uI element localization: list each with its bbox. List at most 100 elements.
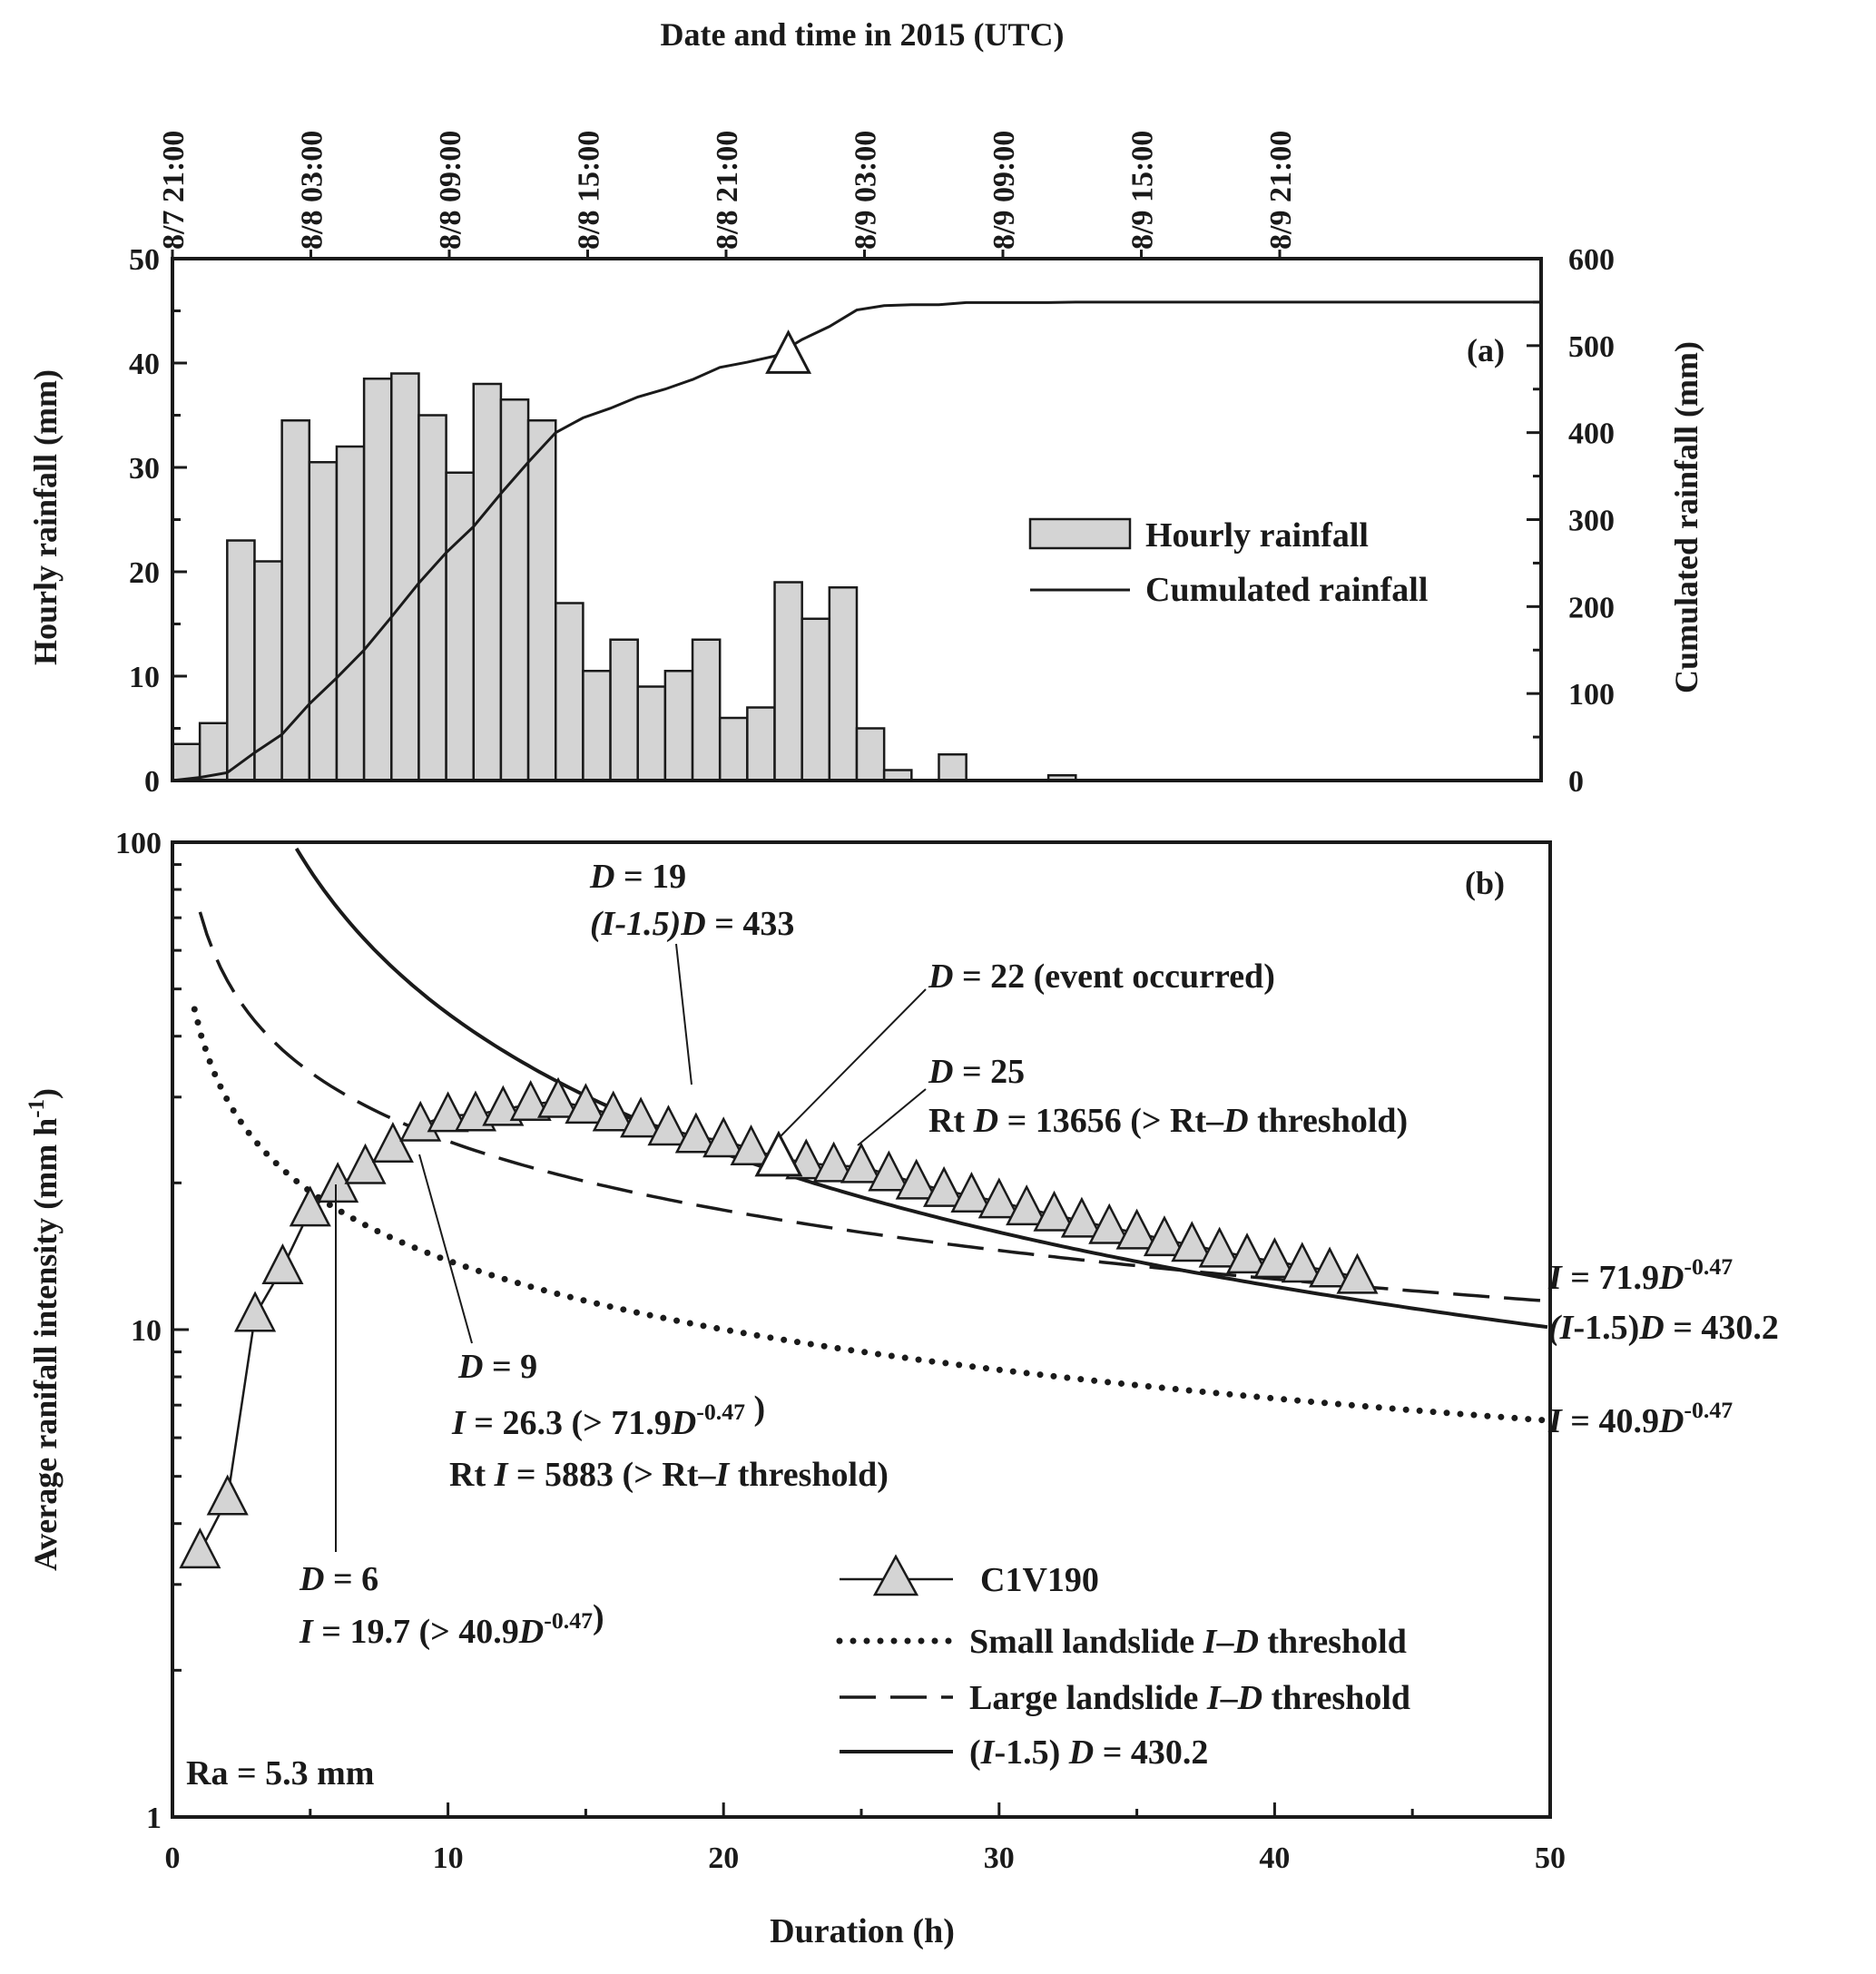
- c1v190-point: [427, 1091, 469, 1133]
- text-part: = 26.3 (> 71.9: [466, 1404, 672, 1442]
- text-part: threshold): [1249, 1102, 1409, 1140]
- c1v190-point: [1253, 1237, 1296, 1279]
- hourly-rainfall-bar: [718, 716, 749, 782]
- text-part: threshold): [729, 1456, 889, 1494]
- text-part: = 71.9: [1562, 1259, 1659, 1297]
- hourly-rainfall-bar: [308, 461, 339, 782]
- text-part: Rt: [449, 1456, 495, 1494]
- left-tick-label: 40: [129, 348, 160, 381]
- hourly-rainfall-bar: [636, 685, 667, 782]
- c1v190-point: [895, 1158, 938, 1200]
- text-part: D: [1658, 1402, 1684, 1440]
- c1v190-point: [950, 1172, 993, 1213]
- c1v190-point: [206, 1474, 249, 1516]
- c1v190-point: [565, 1083, 607, 1124]
- c1v190-point: [179, 1527, 221, 1569]
- panel-a-label: (a): [1467, 332, 1505, 368]
- annotation-leader-line: [780, 988, 927, 1137]
- c1v190-point: [812, 1141, 855, 1183]
- text-part: = 19: [614, 858, 686, 896]
- text-part: (I-1.5)D: [590, 905, 706, 943]
- c1v190-point: [977, 1177, 1020, 1219]
- hourly-rainfall-bar: [800, 617, 831, 782]
- text-part: = 5883 (> Rt–: [507, 1456, 716, 1494]
- hourly-rainfall-bar: [691, 638, 722, 782]
- top-tick-label: 8/9 09:00: [987, 131, 1021, 250]
- threshold-equation-label: I = 71.9D-0.47: [1547, 1253, 1733, 1297]
- text-part: D: [1658, 1259, 1684, 1297]
- hourly-rainfall-bar: [280, 419, 311, 782]
- hourly-rainfall-bar: [554, 602, 584, 782]
- text-part: (: [969, 1733, 981, 1772]
- top-tick-label: 8/8 15:00: [573, 131, 606, 250]
- text-part: D: [1237, 1679, 1262, 1717]
- text-part: I: [1547, 1259, 1563, 1297]
- annotation-text: D = 25: [928, 1053, 1025, 1091]
- annotation-text: Rt I = 5883 (> Rt–I threshold): [449, 1456, 889, 1494]
- text-part: ): [593, 1598, 604, 1636]
- text-part: I: [714, 1456, 730, 1494]
- text-part: = 13656 (> Rt–: [998, 1102, 1224, 1140]
- text-part: ): [745, 1390, 765, 1428]
- c1v190-point: [536, 1076, 580, 1118]
- legend-cumulated-label: Cumulated rainfall: [1145, 571, 1428, 609]
- y-axis-label-left: Hourly rainfall (mm): [27, 369, 64, 665]
- text-part: I: [1547, 1402, 1563, 1440]
- hourly-rainfall-bar: [663, 670, 694, 782]
- left-tick-label: 50: [129, 243, 160, 277]
- text-part: I: [1206, 1679, 1222, 1717]
- text-part: D: [928, 1053, 953, 1091]
- hourly-rainfall-bar: [417, 414, 447, 782]
- text-part: = 25: [953, 1053, 1025, 1091]
- annotation-text: D = 19: [589, 858, 686, 896]
- annotation-text: D = 9: [457, 1348, 537, 1386]
- hourly-rainfall-bar: [526, 419, 557, 782]
- top-tick-label: 8/9 03:00: [850, 131, 883, 250]
- c1v190-point: [1309, 1246, 1351, 1288]
- x-tick-label: 0: [165, 1841, 181, 1875]
- text-part: Ra = 5.3 mm: [186, 1754, 374, 1792]
- c1v190-point: [1281, 1242, 1323, 1283]
- text-part: D: [973, 1102, 998, 1140]
- hourly-rainfall-bar: [226, 539, 256, 782]
- y-axis-label-right: Cumulated rainfall (mm): [1668, 341, 1704, 693]
- right-tick-label: 400: [1568, 417, 1615, 451]
- text-part: I: [1203, 1623, 1218, 1661]
- left-tick-label: 30: [129, 452, 160, 486]
- y-tick-label: 10: [131, 1314, 162, 1348]
- c1v190-point: [620, 1096, 663, 1138]
- y-tick-label: 1: [146, 1802, 162, 1835]
- c1v190-point: [344, 1143, 387, 1184]
- text-part: = 22 (event occurred): [953, 958, 1274, 996]
- text-part: I: [299, 1613, 314, 1651]
- top-tick-label: 8/9 21:00: [1264, 131, 1298, 250]
- annotation-text: I = 19.7 (> 40.9D-0.47): [299, 1598, 604, 1651]
- top-tick-label: 8/7 21:00: [157, 131, 191, 250]
- c1v190-point: [1033, 1190, 1076, 1232]
- top-tick-label: 8/9 15:00: [1126, 131, 1160, 250]
- text-part: D: [299, 1560, 324, 1598]
- c1v190-point: [1088, 1203, 1131, 1244]
- text-part: threshold: [1259, 1623, 1407, 1661]
- right-tick-label: 300: [1568, 505, 1615, 538]
- legend-bar-swatch: [1028, 517, 1132, 550]
- legend-label: Large landslide I–D threshold: [969, 1679, 1410, 1717]
- text-part: Rt: [928, 1102, 974, 1140]
- hourly-rainfall-bar: [582, 670, 612, 782]
- text-part: Average ranifall intensity (mm h: [27, 1118, 64, 1571]
- c1v190-point: [289, 1185, 331, 1227]
- left-tick-label: 20: [129, 556, 160, 590]
- c1v190-point: [1171, 1221, 1213, 1262]
- top-tick-label: 8/8 03:00: [296, 131, 329, 250]
- x-axis-label: Duration (h): [770, 1912, 955, 1950]
- c1v190-point: [509, 1079, 552, 1121]
- top-tick-label: 8/8 21:00: [711, 131, 744, 250]
- y-axis-label: Average ranifall intensity (mm h-1): [25, 1088, 64, 1571]
- c1v190-point: [371, 1122, 414, 1164]
- c1v190-point: [592, 1090, 634, 1132]
- hourly-rainfall-bar: [499, 398, 530, 782]
- text-part: = 430.2: [1094, 1733, 1208, 1772]
- left-tick-label: 0: [144, 765, 160, 799]
- right-tick-label: 0: [1568, 765, 1584, 799]
- text-part: –: [1220, 1679, 1239, 1717]
